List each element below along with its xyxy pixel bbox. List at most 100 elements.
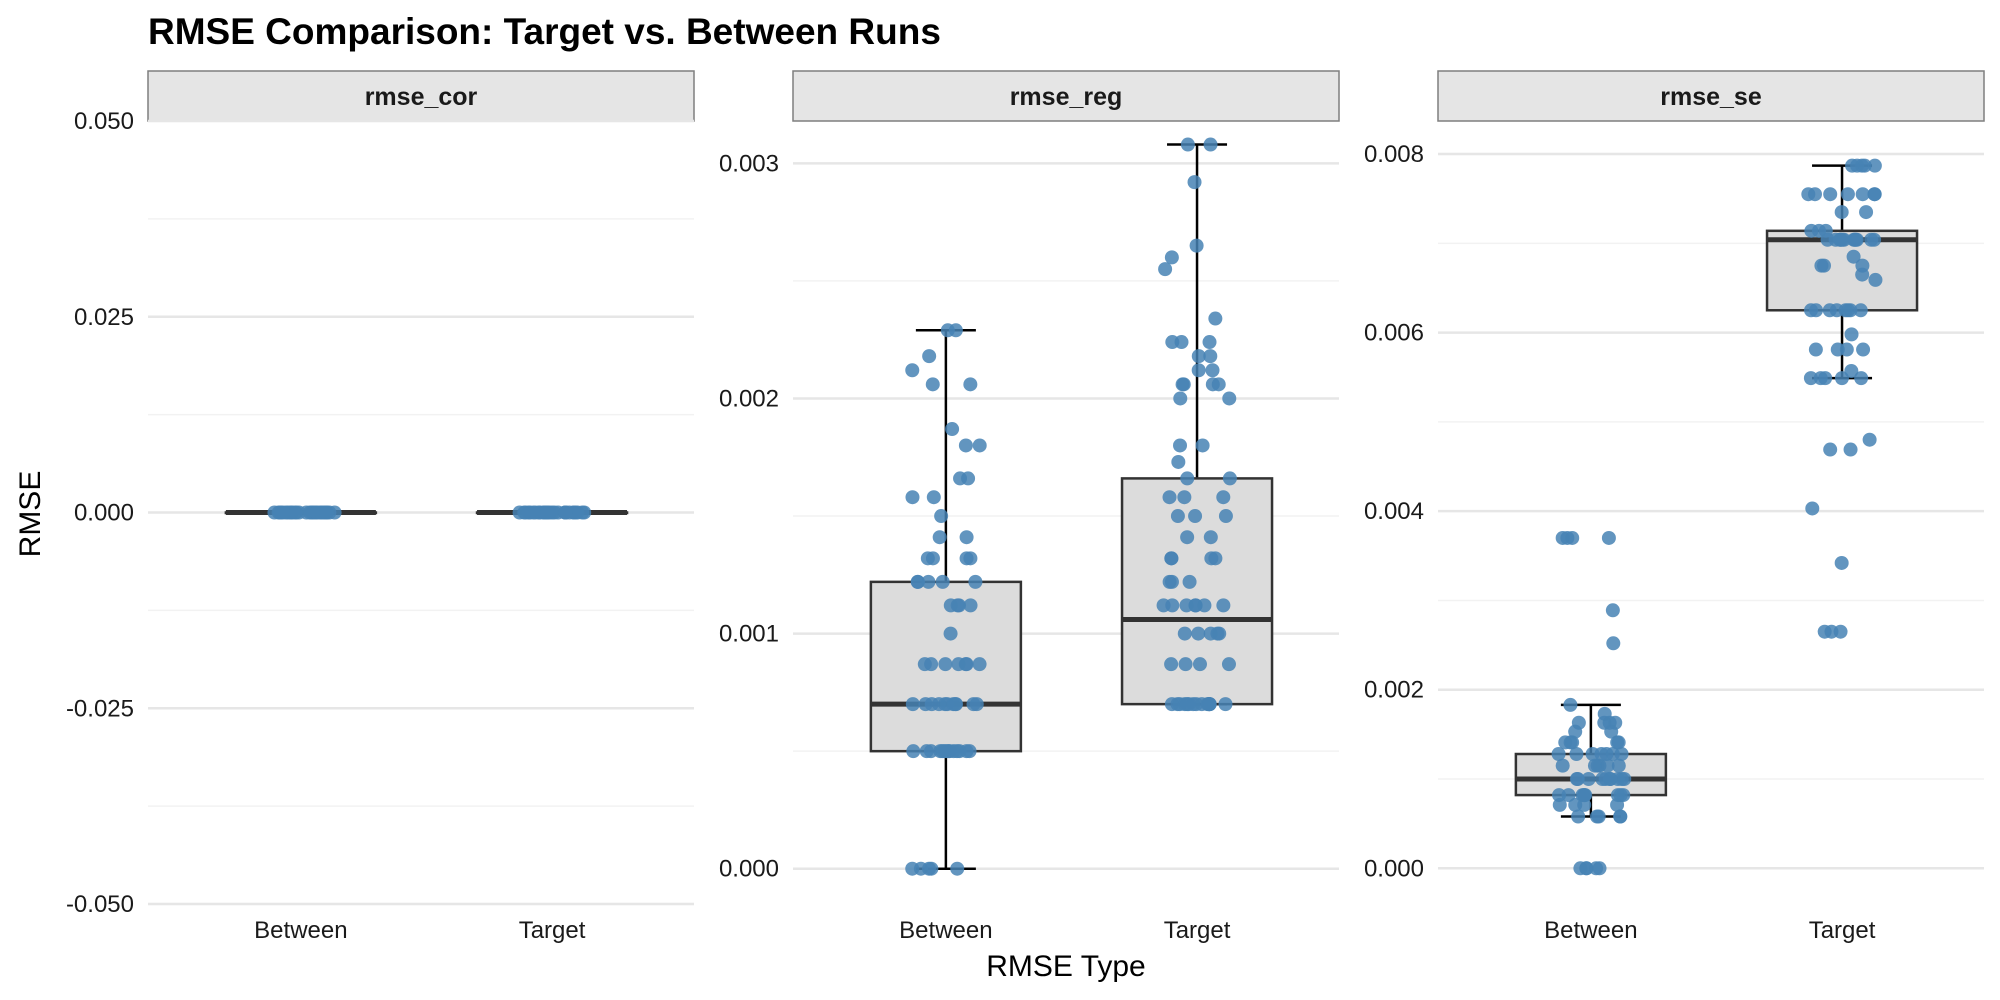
data-point: [925, 377, 940, 392]
data-point: [932, 530, 947, 545]
data-point: [1855, 187, 1870, 202]
data-point: [1188, 509, 1203, 524]
data-point: [966, 697, 981, 712]
data-point: [963, 598, 978, 613]
data-point: [1205, 363, 1220, 378]
data-point: [1156, 598, 1171, 613]
data-point: [1823, 187, 1838, 202]
y-tick-label: 0.000: [74, 500, 134, 527]
data-point: [1187, 175, 1202, 190]
data-point: [968, 574, 983, 589]
data-point: [575, 505, 590, 520]
facet-strip: [147, 70, 695, 122]
data-point: [1210, 626, 1225, 641]
data-point: [558, 505, 573, 520]
data-point: [972, 657, 987, 672]
data-point: [932, 697, 947, 712]
data-point: [1854, 371, 1869, 386]
data-point: [1216, 490, 1231, 505]
data-point: [1805, 501, 1820, 516]
data-point: [952, 598, 967, 613]
data-point: [1180, 137, 1195, 152]
data-point: [540, 505, 555, 520]
box-group-target: [475, 505, 629, 520]
data-point: [1218, 697, 1233, 712]
box-group-target: [1765, 158, 1919, 639]
data-point: [1204, 551, 1219, 566]
y-tick-label: 0.008: [1364, 141, 1424, 168]
data-point: [1175, 377, 1190, 392]
panel-rmse_cor: rmse_cor -0.050 -0.025 0.000 0.025 0.050 Betwe…: [66, 70, 695, 944]
data-point: [319, 505, 334, 520]
data-point: [948, 323, 963, 338]
y-tick-label: 0.004: [1364, 498, 1424, 525]
data-point: [924, 861, 939, 876]
data-point: [1173, 438, 1188, 453]
facet-label: rmse_cor: [365, 83, 478, 111]
facet-label: rmse_se: [1660, 83, 1762, 111]
data-point: [1165, 335, 1180, 350]
data-point: [950, 744, 965, 759]
data-point: [1818, 371, 1833, 386]
x-tick-label: Target: [1164, 917, 1231, 944]
data-point: [1844, 363, 1859, 378]
y-tick-label: 0.002: [1364, 677, 1424, 704]
data-point: [1208, 311, 1223, 326]
data-point: [1585, 747, 1600, 762]
x-tick-label: Between: [1544, 917, 1637, 944]
data-point: [1222, 391, 1237, 406]
data-point: [972, 438, 987, 453]
data-point: [1218, 509, 1233, 524]
x-tick-label: Target: [519, 917, 586, 944]
data-point: [905, 490, 920, 505]
data-point: [961, 471, 976, 486]
data-point: [1178, 657, 1193, 672]
box-group-between: [1514, 530, 1668, 876]
data-point: [1158, 262, 1173, 277]
data-point: [1823, 442, 1838, 457]
data-point: [958, 657, 973, 672]
data-point: [917, 657, 932, 672]
data-point: [1856, 342, 1871, 357]
data-point: [1179, 598, 1194, 613]
data-point: [1814, 258, 1829, 273]
data-point: [289, 505, 304, 520]
data-point: [267, 505, 282, 520]
y-tick-label: -0.050: [66, 891, 134, 918]
data-point: [1589, 861, 1604, 876]
y-tick-label: 0.050: [74, 108, 134, 135]
y-tick-label: 0.003: [719, 150, 779, 177]
data-point: [1859, 205, 1874, 220]
data-point: [1216, 598, 1231, 613]
data-point: [1804, 303, 1819, 318]
data-point: [1164, 657, 1179, 672]
data-point: [1808, 342, 1823, 357]
data-point: [962, 744, 977, 759]
data-point: [1605, 603, 1620, 618]
data-point: [1571, 809, 1586, 824]
data-point: [1203, 349, 1218, 364]
facet-label: rmse_reg: [1010, 83, 1123, 111]
data-point: [1202, 335, 1217, 350]
data-point: [905, 697, 920, 712]
data-point: [1555, 530, 1570, 545]
data-point: [963, 377, 978, 392]
data-point: [1170, 509, 1185, 524]
data-point: [1833, 624, 1848, 639]
y-axis-title: RMSE: [14, 471, 47, 558]
data-point: [1202, 697, 1217, 712]
data-point: [1844, 327, 1859, 342]
data-point: [1172, 697, 1187, 712]
data-point: [959, 530, 974, 545]
data-point: [1868, 272, 1883, 287]
box-group-between: [224, 505, 378, 520]
x-tick-label: Target: [1809, 917, 1876, 944]
data-point: [919, 744, 934, 759]
panel-rmse_reg: rmse_reg 0.000 0.001 0.002 0.003 Between Targe…: [719, 70, 1340, 944]
data-point: [1191, 363, 1206, 378]
data-point: [1182, 574, 1197, 589]
x-tick-label: Between: [254, 917, 347, 944]
data-point: [918, 697, 933, 712]
